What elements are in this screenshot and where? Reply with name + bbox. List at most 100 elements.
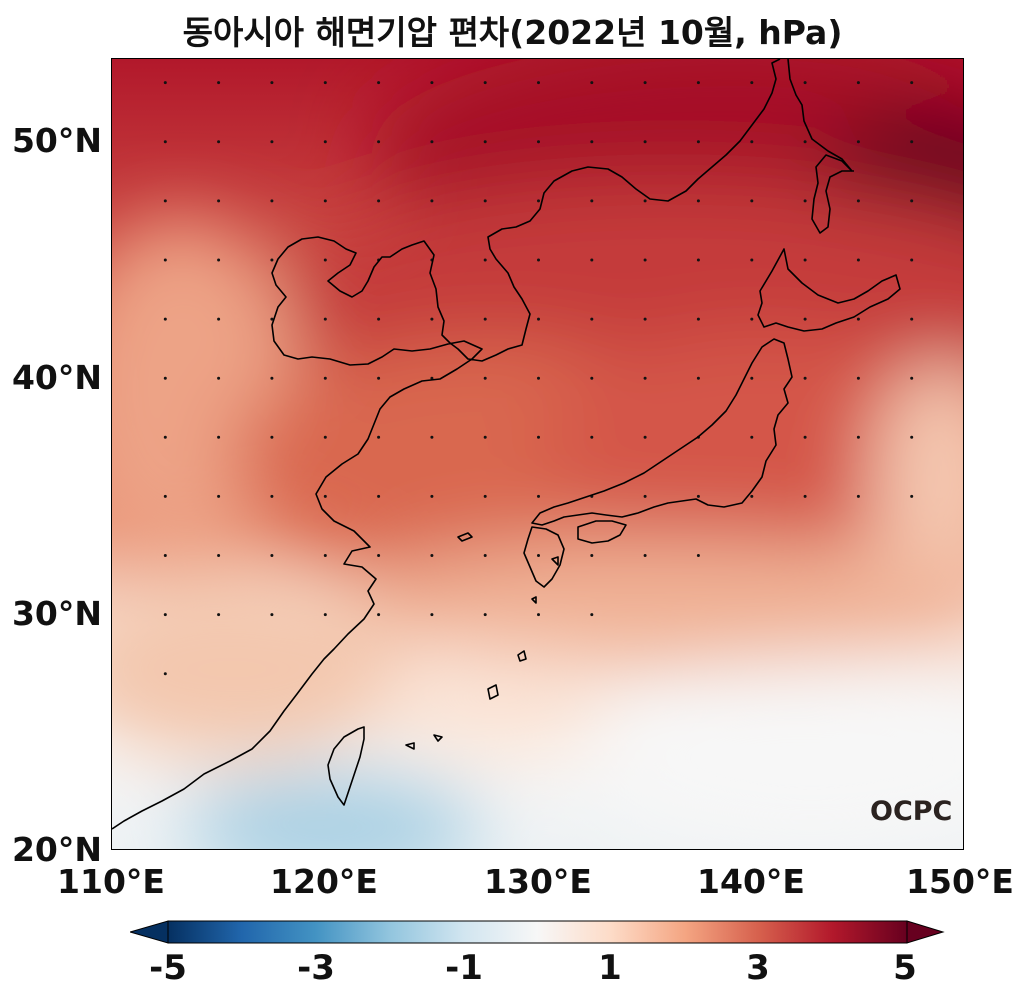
stipple-dot — [483, 376, 487, 380]
stipple-dot — [803, 140, 807, 144]
lon-label-110: 110°E — [57, 862, 165, 901]
stipple-dot — [964, 81, 965, 84]
stipple-dot — [377, 81, 381, 85]
stipple-dot — [163, 317, 167, 321]
colorbar-tick-neg3: -3 — [297, 948, 335, 988]
stipple-dot — [590, 81, 594, 85]
stipple-dot — [803, 199, 807, 203]
stipple-dot — [163, 613, 167, 617]
stipple-dot — [270, 435, 274, 439]
stipple-dot — [377, 376, 381, 380]
stipple-dot — [643, 435, 647, 439]
stipple-dot — [643, 494, 647, 498]
lat-label-30: 30°N — [11, 594, 102, 633]
stipple-dot — [590, 199, 594, 203]
stipple-dot — [377, 613, 381, 617]
stipple-dot — [217, 435, 221, 439]
stipple-dot — [750, 376, 754, 380]
stipple-dot — [856, 199, 860, 203]
stipple-dot — [856, 494, 860, 498]
stipple-dot — [696, 494, 700, 498]
stipple-dot — [377, 317, 381, 321]
stipple-dot — [430, 494, 434, 498]
stipple-dot — [270, 199, 274, 203]
stipple-dot — [964, 318, 965, 321]
stipple-dot — [590, 435, 594, 439]
map-title: 동아시아 해면기압 편차(2022년 10월, hPa) — [182, 13, 843, 52]
stipple-dot — [910, 317, 914, 321]
stipple-dot — [856, 140, 860, 144]
stipple-dot — [377, 554, 381, 557]
stipple-dot — [270, 554, 274, 557]
stipple-dot — [590, 554, 594, 557]
coast-sakhalin — [787, 59, 854, 234]
stipple-dot — [217, 258, 221, 262]
stipple-dot — [750, 258, 754, 262]
stipple-dot — [323, 81, 327, 85]
stipple-dot — [377, 199, 381, 203]
stipple-dot — [964, 436, 965, 439]
stipple-dot — [643, 81, 647, 85]
stipple-dot — [163, 140, 167, 144]
colorbar-extend-min — [128, 920, 169, 944]
lat-label-50: 50°N — [11, 121, 102, 160]
stipple-dot — [163, 494, 167, 498]
stipple-dot — [910, 199, 914, 203]
stipple-dot — [643, 258, 647, 262]
stipple-dot — [483, 494, 487, 498]
stipple-dot — [910, 376, 914, 380]
field-blobs — [112, 59, 963, 849]
stipple-dot — [163, 81, 167, 85]
stipple-dot — [537, 317, 540, 321]
stipple-dot — [750, 81, 754, 85]
stipple-dot — [803, 81, 807, 85]
stipple-dot — [964, 377, 965, 380]
stipple-dot — [270, 317, 274, 321]
colorbar-tick-1: 1 — [598, 948, 622, 988]
stipple-dot — [430, 376, 434, 380]
stipple-dot — [696, 317, 700, 321]
stipple-dot — [483, 317, 487, 321]
stipple-dot — [750, 140, 754, 144]
stipple-dot — [537, 81, 540, 85]
stipple-dot — [430, 554, 434, 557]
stipple-dot — [217, 199, 221, 203]
colorbar-tick-3: 3 — [746, 948, 770, 988]
stipple-dot — [323, 317, 327, 321]
coast-china-korea — [112, 59, 781, 830]
anomaly-map — [112, 59, 965, 849]
stipple-dot — [430, 199, 434, 203]
stipple-dot — [910, 140, 914, 144]
colorbar-extend-max — [906, 920, 945, 944]
stipple-dot — [430, 81, 434, 85]
stipple-dot — [483, 554, 487, 557]
coast-shikoku — [577, 520, 627, 544]
stipple-dot — [217, 81, 221, 85]
stipple-dot — [537, 376, 540, 380]
stipple-dot — [696, 376, 700, 380]
stipple-dot — [803, 376, 807, 380]
stipple-dot — [590, 258, 594, 262]
stipple-dot — [643, 140, 647, 144]
stipple-dot — [163, 258, 167, 262]
stipple-dot — [270, 140, 274, 144]
ocpc-logo: OCPC — [870, 796, 953, 827]
stipple-dot — [323, 494, 327, 498]
stipple-dot — [537, 554, 540, 557]
stipple-dot — [590, 140, 594, 144]
stipple-dot — [910, 81, 914, 85]
stipple-dot — [590, 317, 594, 321]
stipple-dot — [856, 317, 860, 321]
colorbar-tick-neg1: -1 — [445, 948, 483, 988]
coast-taiwan — [327, 726, 365, 806]
stipple-dot — [696, 140, 700, 144]
stipple-dot — [270, 258, 274, 262]
stipple-dot — [430, 613, 434, 617]
stipple-dot — [270, 613, 274, 617]
stipple-dot — [377, 494, 381, 498]
stipple-dot — [323, 613, 327, 617]
stipple-dot — [590, 376, 594, 380]
colorbar-gradient — [167, 920, 908, 944]
lon-label-140: 140°E — [697, 862, 805, 901]
stipple-dot — [856, 81, 860, 85]
